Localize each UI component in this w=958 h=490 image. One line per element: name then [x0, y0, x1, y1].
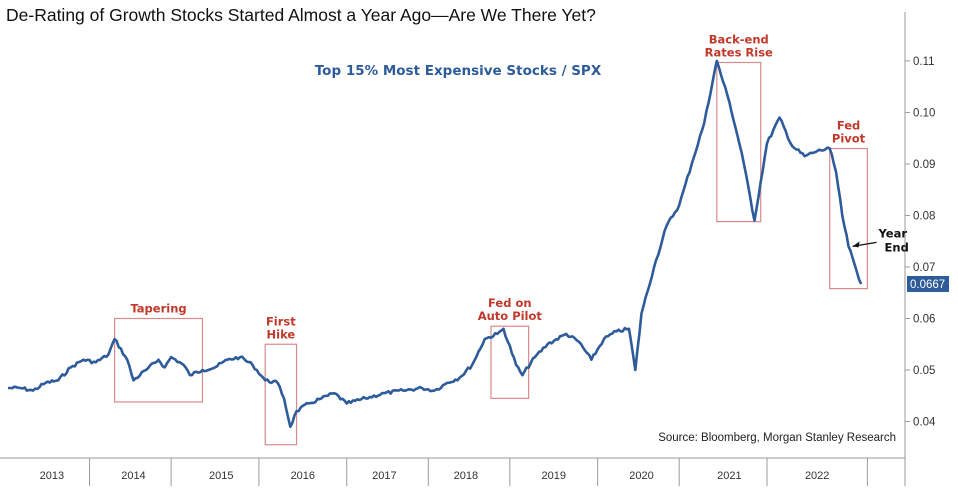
annotation-box	[829, 147, 868, 290]
y-tick-label: 0.09	[913, 159, 935, 171]
annotation-label: Pivot	[832, 132, 866, 146]
x-tick-label: 2022	[805, 470, 829, 482]
annotation-box	[264, 343, 298, 446]
x-tick-label: 2018	[454, 470, 478, 482]
series-label: Top 15% Most Expensive Stocks / SPX	[315, 63, 602, 79]
x-tick-label: 2014	[121, 470, 145, 482]
annotation-label: First	[266, 314, 296, 328]
annotation-label: Rates Rise	[705, 45, 773, 59]
annotation-label: Year	[878, 226, 908, 240]
y-tick-label: 0.04	[913, 417, 936, 429]
y-tick-label: 0.11	[913, 56, 935, 68]
chart-title: De-Rating of Growth Stocks Started Almos…	[6, 5, 596, 25]
annotation-label: Auto Pilot	[478, 309, 543, 323]
y-tick-label: 0.10	[913, 107, 935, 119]
x-tick-label: 2020	[629, 470, 653, 482]
annotation-label: Back-end	[709, 32, 769, 46]
annotation-label: Fed on	[488, 296, 532, 310]
annotation-label: Fed	[837, 119, 860, 133]
series-line	[8, 59, 863, 428]
last-value-label: 0.0667	[910, 279, 945, 291]
x-tick-label: 2019	[541, 470, 565, 482]
annotation-box	[114, 317, 204, 403]
x-tick-label: 2016	[291, 470, 315, 482]
x-tick-label: 2013	[40, 470, 64, 482]
y-tick-label: 0.08	[913, 210, 935, 222]
annotation-arrowhead	[852, 241, 860, 248]
last-value-tag	[907, 275, 949, 292]
x-tick-label: 2017	[372, 470, 396, 482]
y-tick-label: 0.05	[913, 365, 935, 377]
annotation-box	[716, 61, 762, 223]
y-tick-label: 0.07	[913, 262, 935, 274]
annotation-label: Hike	[267, 327, 296, 341]
x-tick-label: 2021	[717, 470, 741, 482]
y-tick-label: 0.06	[913, 313, 935, 325]
source-note: Source: Bloomberg, Morgan Stanley Resear…	[658, 432, 896, 444]
annotation-label: End	[885, 240, 909, 254]
x-tick-label: 2015	[209, 470, 233, 482]
annotation-box	[490, 325, 530, 399]
annotation-label: Tapering	[130, 301, 186, 315]
